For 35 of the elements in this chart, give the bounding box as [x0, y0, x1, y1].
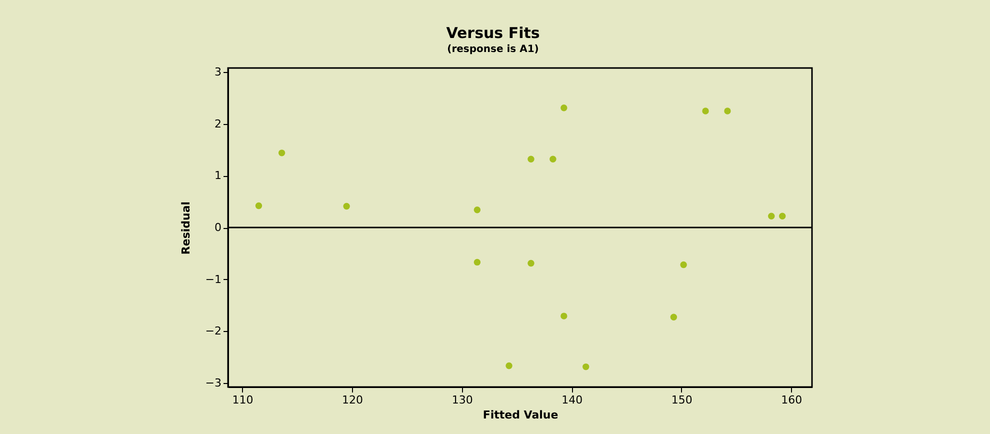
point [560, 312, 568, 320]
point [255, 202, 262, 210]
chart-title: Versus Fits [446, 24, 540, 42]
y-tick-label: 1 [214, 169, 222, 182]
y-tick-label: −3 [205, 376, 222, 390]
point [550, 156, 556, 162]
x-tick-label: 150 [671, 394, 692, 406]
point [528, 156, 534, 162]
x-tick-label: 160 [781, 394, 802, 406]
point [724, 108, 731, 114]
x-tick-label: 130 [452, 394, 473, 406]
point [768, 212, 775, 220]
x-tick-label: 140 [562, 394, 583, 406]
y-axis-title: Residual [179, 201, 192, 255]
chart-subtitle: (response is A1) [447, 44, 539, 56]
point [680, 261, 687, 268]
y-tick-label: 2 [214, 117, 222, 130]
point [506, 362, 512, 370]
point [278, 150, 286, 156]
point [582, 363, 590, 370]
x-tick-label: 120 [342, 394, 364, 406]
point [670, 314, 678, 320]
x-tick-label: 110 [232, 394, 254, 406]
point [474, 206, 481, 214]
point [779, 212, 786, 220]
y-tick-label: 0 [214, 221, 222, 234]
y-tick-label: −1 [205, 272, 222, 286]
point [560, 104, 568, 112]
y-tick-label: −2 [205, 324, 222, 338]
point [474, 258, 481, 266]
x-axis-title: Fitted Value [482, 408, 558, 422]
y-tick-label: 3 [214, 66, 222, 79]
point [343, 202, 350, 210]
point [702, 108, 709, 114]
point [528, 260, 534, 267]
